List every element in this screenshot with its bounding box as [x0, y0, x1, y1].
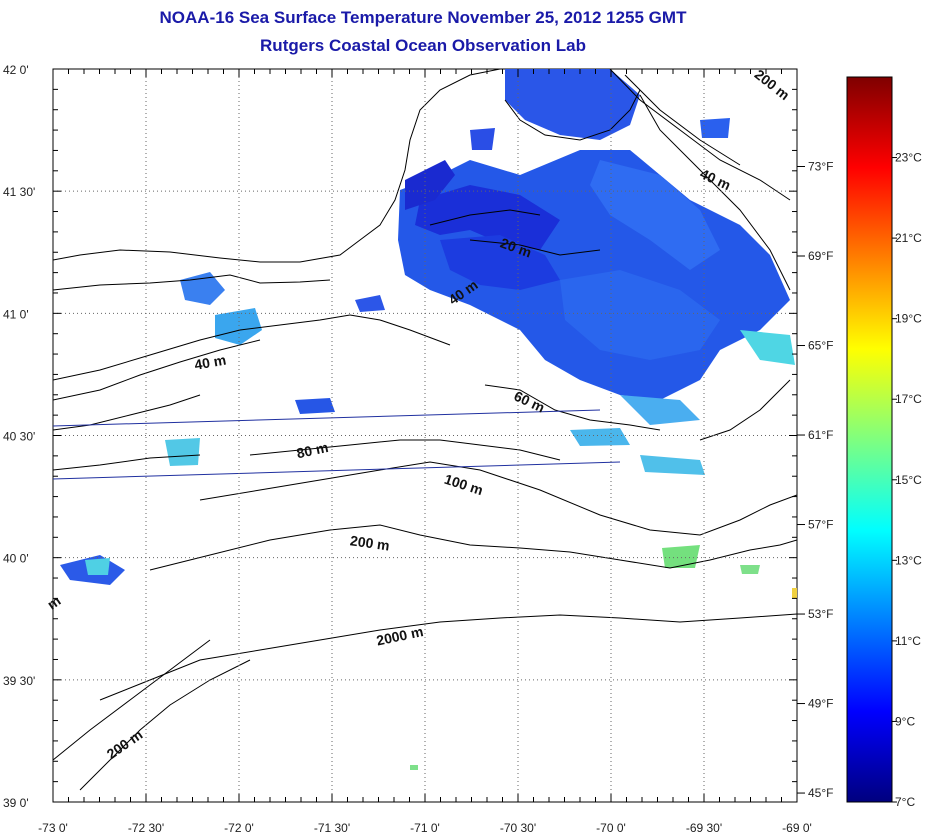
colorbar-fahrenheit-label: 69°F	[808, 249, 833, 263]
lon-tick-label: -72 30'	[128, 821, 164, 835]
coastline	[53, 69, 791, 471]
colorbar-celsius-label: 7°C	[895, 795, 915, 809]
lat-tick-label: 41 0'	[3, 307, 29, 321]
isobath-label: 40 m	[193, 352, 227, 373]
colorbar-celsius-labels: 7°C 9°C 11°C 13°C 15°C 17°C 19°C 21°C 23°C	[892, 151, 922, 809]
lat-tick-label: 41 30'	[3, 185, 35, 199]
lat-tick-label: 39 30'	[3, 674, 35, 688]
colorbar-fahrenheit-label: 65°F	[808, 339, 833, 353]
colorbar-fahrenheit-label: 61°F	[808, 428, 833, 442]
track-line-1	[53, 409, 601, 427]
lon-tick-label: -70 30'	[500, 821, 536, 835]
lon-tick-label: -73 0'	[38, 821, 68, 835]
sst-cyan-patches	[85, 330, 795, 575]
colorbar-fahrenheit-label: 73°F	[808, 160, 833, 174]
map-title: NOAA-16 Sea Surface Temperature November…	[159, 8, 687, 27]
colorbar-celsius-label: 23°C	[895, 151, 922, 165]
map-subtitle: Rutgers Coastal Ocean Observation Lab	[260, 36, 586, 55]
graticule-grid	[53, 69, 797, 802]
sst-green-patches	[410, 545, 797, 770]
track-line-2	[53, 461, 621, 480]
colorbar-celsius-label: 17°C	[895, 392, 922, 406]
colorbar-fahrenheit-label: 53°F	[808, 607, 833, 621]
isobath-contours	[53, 69, 797, 791]
colorbar	[846, 76, 893, 803]
lat-tick-label: 42 0'	[3, 63, 29, 77]
isobath-label: 80 m	[295, 439, 330, 461]
colorbar-fahrenheit-label: 49°F	[808, 697, 833, 711]
sst-blue-patches	[60, 69, 790, 585]
latitude-labels: 42 0' 41 30' 41 0' 40 30' 40 0' 39 30' 39 0'	[3, 63, 35, 810]
colorbar-fahrenheit-label: 57°F	[808, 518, 833, 532]
colorbar-celsius-label: 19°C	[895, 312, 922, 326]
isobath-label: 200 m	[349, 532, 391, 553]
colorbar-celsius-label: 21°C	[895, 231, 922, 245]
longitude-labels: -73 0' -72 30' -72 0' -71 30' -71 0' -70 30' -…	[38, 821, 812, 835]
colorbar-celsius-label: 15°C	[895, 473, 922, 487]
colorbar-celsius-label: 13°C	[895, 553, 922, 567]
colorbar-fahrenheit-label: 45°F	[808, 786, 833, 800]
lon-tick-label: -70 0'	[596, 821, 626, 835]
lon-tick-label: -71 30'	[314, 821, 350, 835]
lon-tick-label: -72 0'	[224, 821, 254, 835]
lat-tick-label: 40 30'	[3, 430, 35, 444]
colorbar-celsius-label: 9°C	[895, 714, 915, 728]
axis-ticks	[52, 68, 798, 803]
lat-tick-label: 40 0'	[3, 552, 29, 566]
colorbar-celsius-label: 11°C	[895, 634, 921, 648]
colorbar-fahrenheit-labels: 45°F 49°F 53°F 57°F 61°F 65°F 69°F 73°F	[797, 160, 833, 800]
lon-tick-label: -69 30'	[686, 821, 722, 835]
lat-tick-label: 39 0'	[3, 796, 29, 810]
lon-tick-label: -69 0'	[782, 821, 812, 835]
lon-tick-label: -71 0'	[410, 821, 440, 835]
